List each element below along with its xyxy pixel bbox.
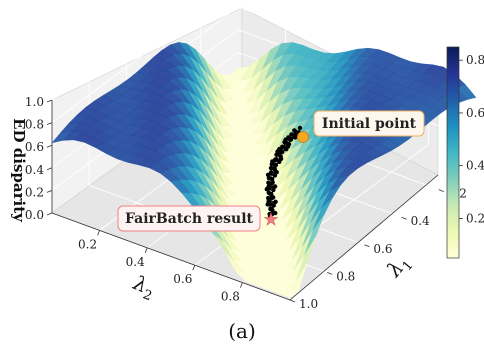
trajectory-point: [284, 147, 289, 152]
x-tick-label: 0.2: [78, 237, 97, 251]
trajectory-point: [271, 187, 276, 193]
z-tick-label: 0.0: [25, 208, 44, 222]
trajectory-point: [292, 135, 298, 140]
colorbar-tick-label: 0.2: [466, 211, 484, 225]
z-tick-label: 1.0: [25, 95, 44, 109]
trajectory-point: [274, 152, 279, 157]
x-tick-label: 0.8: [221, 290, 240, 304]
trajectory-point: [292, 128, 297, 133]
trajectory-point: [272, 166, 277, 171]
x-axis-label: λ2: [128, 270, 159, 304]
trajectory-point: [289, 132, 294, 137]
x-tick-label: 0.4: [126, 255, 145, 269]
subcaption: (a): [228, 319, 256, 343]
trajectory-point: [297, 125, 303, 131]
z-tick-label: 0.6: [25, 140, 44, 154]
trajectory-point: [277, 159, 282, 164]
x-tick-label: 0.6: [173, 272, 192, 286]
trajectory-point: [268, 165, 274, 171]
initial-point-annotation: Initial point: [313, 110, 425, 137]
trajectory-point: [280, 144, 285, 149]
trajectory-point: [267, 191, 272, 196]
trajectory-point: [271, 195, 276, 200]
trajectory-point: [272, 184, 278, 189]
trajectory-point: [266, 180, 271, 185]
trajectory-point: [270, 180, 275, 185]
z-tick-label: 0.2: [25, 185, 44, 199]
z-axis: 0.0 0.2 0.4 0.6 0.8 1.0 ED disparity: [10, 95, 53, 223]
y-tick-label: 0.4: [411, 214, 430, 228]
trajectory-point: [266, 195, 271, 201]
colorbar-tick-label: 0.8: [466, 53, 484, 67]
trajectory-point: [271, 203, 276, 208]
z-tick-label: 0.8: [25, 118, 44, 132]
colorbar: 0.2 0.4 0.6 0.8: [446, 46, 484, 259]
result-star-marker: ★: [263, 210, 278, 230]
y-tick-label: 0.6: [373, 242, 392, 256]
trajectory-point: [282, 140, 287, 145]
y-tick-label: 0.8: [336, 269, 355, 283]
optimization-trajectory: [264, 125, 303, 220]
y-tick-label: 1.0: [299, 297, 318, 311]
colorbar-gradient: [446, 46, 460, 259]
z-axis-label: ED disparity: [10, 118, 28, 223]
z-tick-label: 0.4: [25, 163, 44, 177]
result-annotation: FairBatch result: [117, 205, 261, 232]
trajectory-point: [265, 202, 270, 207]
trajectory-point: [273, 199, 278, 204]
trajectory-point: [272, 162, 277, 167]
trajectory-point: [273, 210, 278, 216]
trajectory-point: [268, 206, 273, 212]
colorbar-tick-label: 0.4: [466, 159, 484, 173]
trajectory-point: [287, 137, 293, 142]
initial-point-marker: [297, 131, 309, 143]
trajectory-point: [265, 172, 271, 177]
initial-point-label: Initial point: [322, 116, 417, 132]
result-label: FairBatch result: [125, 211, 254, 227]
trajectory-point: [272, 173, 278, 178]
trajectory-point: [268, 176, 274, 181]
colorbar-tick-label: 0.6: [466, 106, 484, 120]
trajectory-point: [278, 149, 284, 154]
trajectory-point: [264, 187, 269, 192]
trajectory-point: [267, 214, 273, 220]
